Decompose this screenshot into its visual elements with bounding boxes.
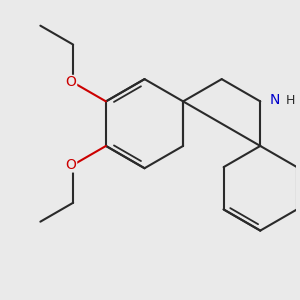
Text: H: H	[286, 94, 295, 107]
Text: O: O	[66, 76, 76, 89]
Text: N: N	[269, 93, 280, 107]
Text: O: O	[66, 158, 76, 172]
